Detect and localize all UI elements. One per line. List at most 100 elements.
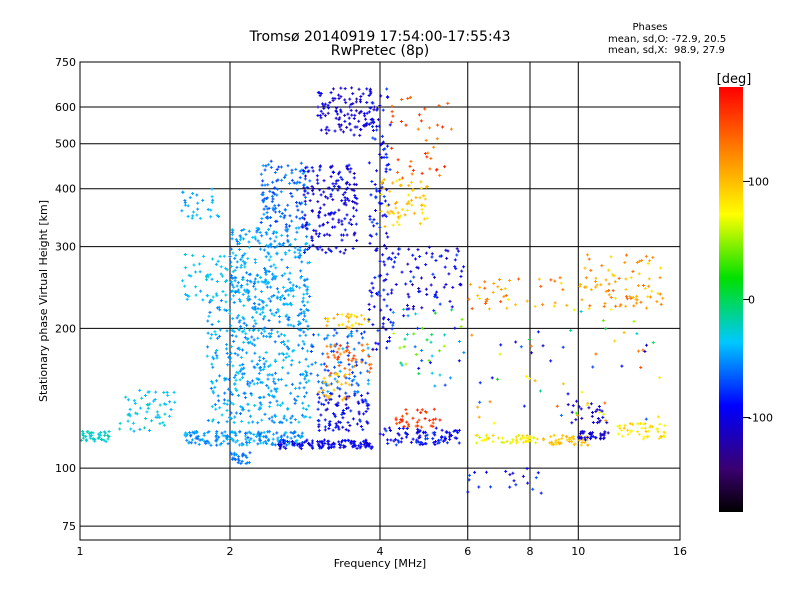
data-point — [656, 430, 660, 434]
data-point — [357, 341, 361, 345]
data-point — [270, 419, 274, 423]
data-point — [382, 186, 386, 190]
data-point — [357, 412, 361, 416]
data-point — [382, 298, 386, 302]
data-point — [305, 391, 309, 395]
data-point — [242, 372, 246, 376]
data-point — [595, 408, 599, 412]
data-point — [588, 304, 592, 308]
data-point — [88, 432, 92, 436]
data-point — [442, 439, 446, 443]
data-point — [561, 382, 565, 386]
data-point — [365, 404, 369, 408]
data-point — [215, 213, 219, 217]
data-point — [534, 476, 538, 480]
data-point — [341, 347, 345, 351]
data-point — [210, 277, 214, 281]
data-point — [245, 351, 249, 355]
data-point — [643, 287, 647, 291]
data-point — [604, 419, 608, 423]
data-point — [658, 422, 662, 426]
data-point — [300, 413, 304, 417]
data-point — [275, 230, 279, 234]
data-point — [506, 297, 510, 301]
data-point — [450, 308, 454, 312]
data-point — [231, 289, 235, 293]
data-point — [375, 221, 379, 225]
data-point — [329, 175, 333, 179]
data-point — [385, 272, 389, 276]
data-point — [455, 429, 459, 433]
data-point — [637, 259, 641, 263]
data-point — [150, 419, 154, 423]
data-point — [207, 441, 211, 445]
data-point — [194, 270, 198, 274]
data-point — [352, 441, 356, 445]
data-point — [191, 210, 195, 214]
data-point — [572, 308, 576, 312]
data-point — [476, 405, 480, 409]
data-point — [609, 308, 613, 312]
data-point — [256, 280, 260, 284]
data-point — [424, 263, 428, 267]
data-point — [230, 392, 234, 396]
data-point — [467, 478, 471, 482]
data-point — [327, 383, 331, 387]
data-point — [433, 311, 437, 315]
data-point — [195, 213, 199, 217]
data-point — [338, 125, 342, 129]
data-point — [295, 204, 299, 208]
data-point — [329, 371, 333, 375]
data-point — [381, 108, 385, 112]
data-point — [286, 164, 290, 168]
data-point — [315, 174, 319, 178]
data-point — [325, 394, 329, 398]
data-point — [233, 382, 237, 386]
data-point — [436, 123, 440, 127]
data-point — [181, 190, 185, 194]
data-point — [238, 363, 242, 367]
data-point — [306, 364, 310, 368]
data-point — [274, 311, 278, 315]
data-point — [303, 314, 307, 318]
data-point — [314, 232, 318, 236]
data-point — [331, 412, 335, 416]
data-point — [196, 201, 200, 205]
data-point — [386, 292, 390, 296]
data-point — [253, 261, 257, 265]
data-point — [261, 191, 265, 195]
data-point — [353, 375, 357, 379]
data-point — [282, 416, 286, 420]
data-point — [591, 410, 595, 414]
data-point — [470, 307, 474, 311]
data-point — [512, 479, 516, 483]
data-point — [270, 194, 274, 198]
data-point — [343, 217, 347, 221]
data-point — [81, 434, 85, 438]
data-point — [322, 393, 326, 397]
data-point — [284, 302, 288, 306]
data-point — [244, 437, 248, 441]
data-point — [398, 178, 402, 182]
data-point — [236, 281, 240, 285]
data-point — [411, 168, 415, 172]
data-point — [417, 372, 421, 376]
data-point — [162, 402, 166, 406]
data-point — [412, 275, 416, 279]
data-point — [286, 407, 290, 411]
data-point — [254, 322, 258, 326]
data-point — [194, 293, 198, 297]
data-point — [444, 248, 448, 252]
data-point — [318, 444, 322, 448]
data-point — [298, 201, 302, 205]
data-point — [204, 278, 208, 282]
data-point — [338, 250, 342, 254]
data-point — [344, 376, 348, 380]
data-point — [273, 340, 277, 344]
data-point — [363, 123, 367, 127]
data-point — [229, 264, 233, 268]
data-point — [352, 214, 356, 218]
data-point — [420, 203, 424, 207]
data-point — [295, 439, 299, 443]
data-point — [256, 273, 260, 277]
